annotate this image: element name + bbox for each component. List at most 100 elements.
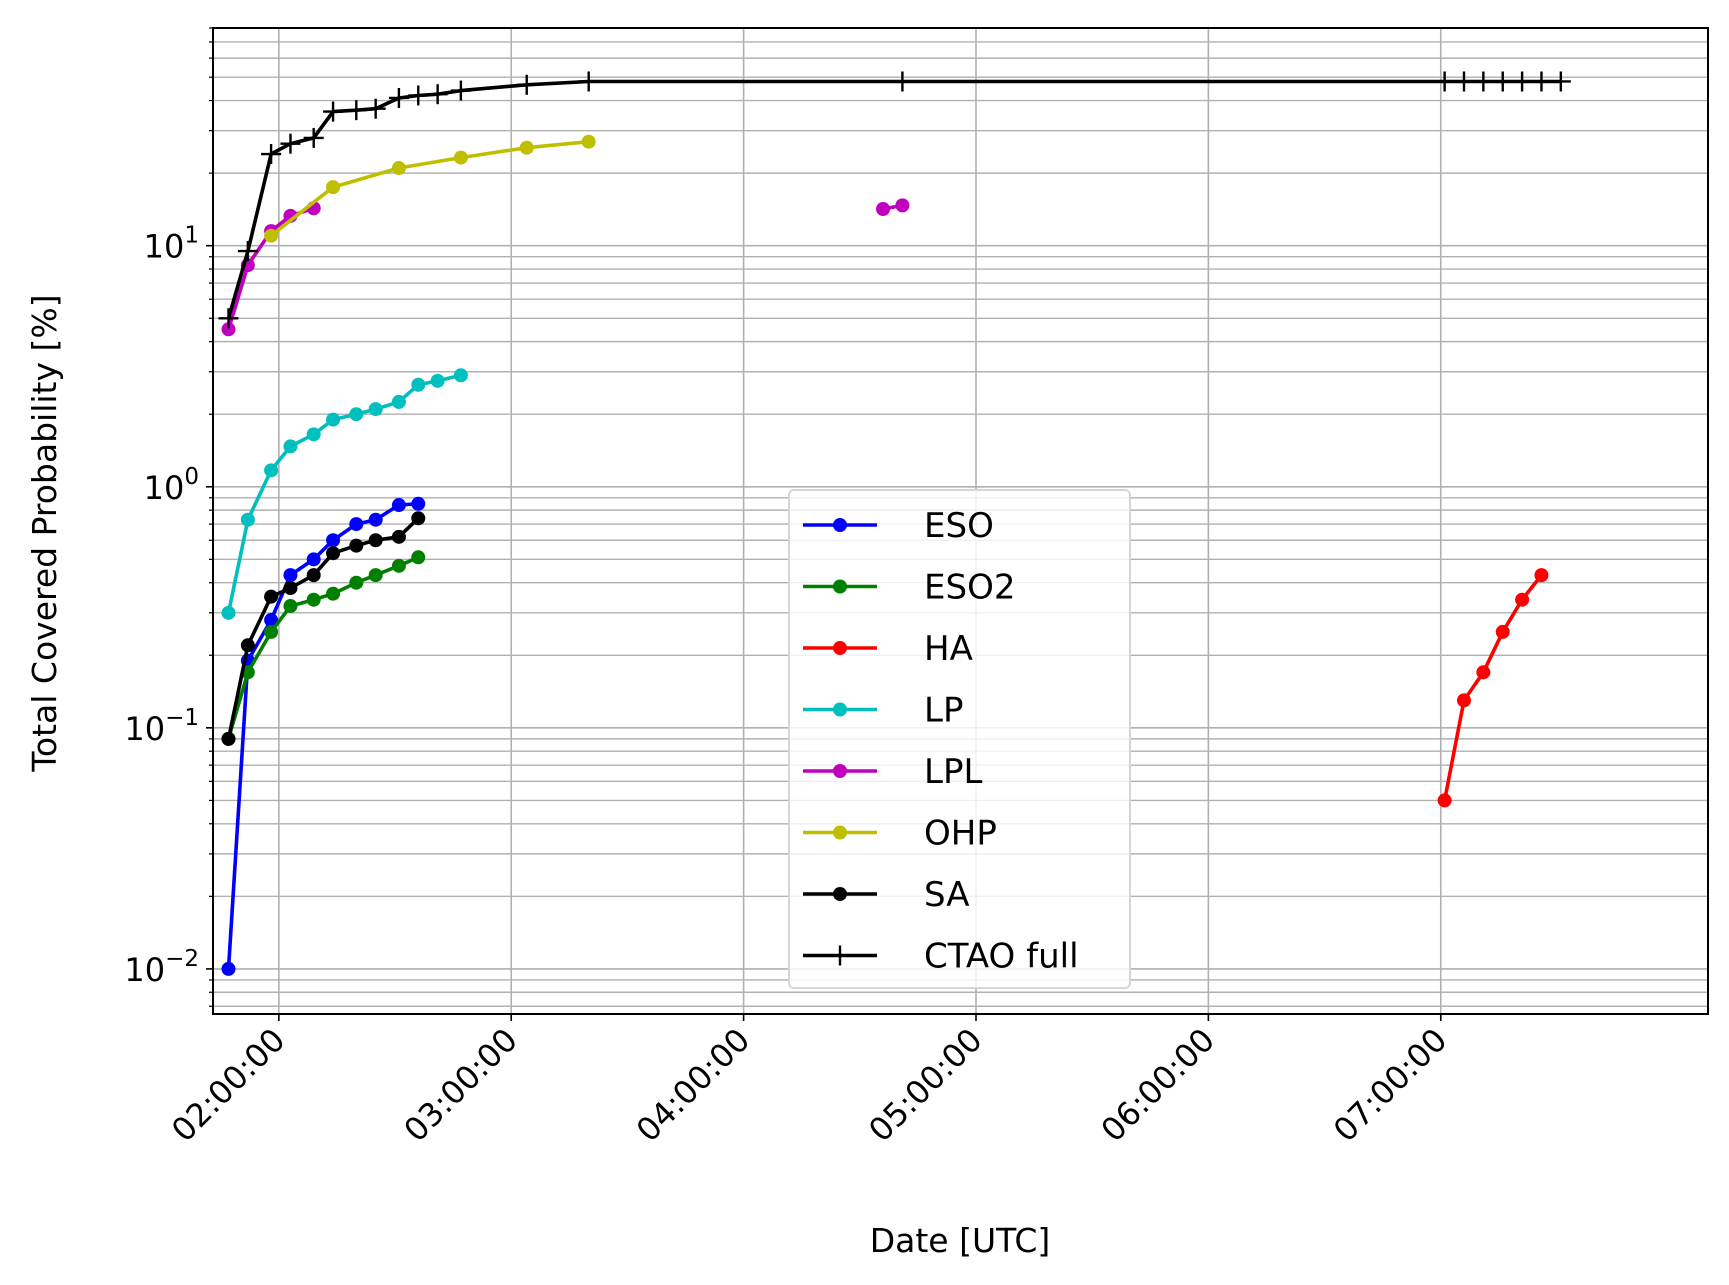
legend-label: ESO2 <box>924 568 1015 608</box>
data-point <box>221 961 236 976</box>
data-point <box>326 180 341 195</box>
series-lpl <box>221 198 910 337</box>
y-tick-label: 100 <box>144 464 199 507</box>
data-point <box>833 702 847 717</box>
data-point <box>326 412 341 427</box>
data-point <box>391 529 406 544</box>
data-point <box>306 552 321 567</box>
plus-marker <box>408 85 429 106</box>
data-point <box>240 638 255 653</box>
data-point <box>1495 624 1510 639</box>
series-line-lp <box>226 373 462 614</box>
data-point <box>264 624 279 639</box>
x-tick-label: 04:00:00 <box>629 1021 757 1149</box>
data-point <box>283 568 298 583</box>
x-tick-label: 06:00:00 <box>1094 1021 1222 1149</box>
data-point <box>264 613 279 628</box>
plus-marker <box>1492 71 1513 92</box>
data-point <box>411 377 426 392</box>
plus-marker <box>365 98 386 119</box>
data-point <box>833 641 847 655</box>
x-tick-label: 03:00:00 <box>396 1021 524 1149</box>
data-point <box>581 134 596 149</box>
series-ha <box>1437 568 1549 808</box>
plus-marker <box>237 241 258 262</box>
series-sa <box>221 511 426 746</box>
legend-item-ohp: OHP <box>803 814 997 854</box>
plus-marker <box>427 84 448 105</box>
data-point <box>833 518 847 532</box>
data-point <box>1456 693 1471 708</box>
data-point <box>833 579 847 594</box>
x-tick-label: 02:00:00 <box>164 1021 292 1149</box>
data-point <box>368 512 383 527</box>
data-point <box>240 512 255 527</box>
series-ohp <box>264 134 596 243</box>
data-point <box>264 589 279 604</box>
plus-marker <box>830 945 850 966</box>
data-point <box>306 592 321 607</box>
data-point <box>833 825 847 840</box>
x-tick-label: 05:00:00 <box>861 1021 989 1149</box>
y-axis-label: Total Covered Probability [%] <box>25 294 64 772</box>
legend-item-lpl: LPL <box>803 752 982 792</box>
data-point <box>391 161 406 176</box>
series-line-sa <box>226 516 420 740</box>
y-tick-label: 10−2 <box>124 946 199 989</box>
data-point <box>833 764 847 778</box>
plus-marker <box>1531 71 1552 92</box>
data-point <box>326 533 341 548</box>
data-point <box>368 568 383 583</box>
series-line-eso <box>226 502 419 970</box>
legend-label: ESO <box>924 506 994 546</box>
series-lp <box>221 368 468 620</box>
y-tick-base: 10 <box>144 469 185 507</box>
plus-marker <box>280 133 301 154</box>
data-point <box>221 605 236 620</box>
legend-item-eso: ESO <box>803 506 994 546</box>
data-point <box>453 368 468 383</box>
series-layer <box>218 71 1571 976</box>
data-point <box>519 140 534 155</box>
data-point <box>1476 665 1491 680</box>
plus-marker <box>261 144 282 165</box>
series-ctao-full <box>218 71 1571 329</box>
data-point <box>1534 568 1549 583</box>
series-line-eso2 <box>226 555 420 740</box>
plus-marker <box>303 127 324 148</box>
data-point <box>221 731 236 746</box>
y-tick-exponent: 0 <box>184 464 199 490</box>
data-point <box>306 427 321 442</box>
data-point <box>895 198 910 213</box>
legend-label: LP <box>924 691 963 731</box>
data-point <box>391 558 406 573</box>
data-point <box>876 201 891 216</box>
data-point <box>349 538 364 553</box>
plus-marker <box>388 87 409 108</box>
y-tick-exponent: −2 <box>165 946 199 972</box>
x-tick-label: 07:00:00 <box>1326 1021 1454 1149</box>
legend-item-lp: LP <box>803 691 963 731</box>
data-point <box>283 581 298 596</box>
legend-item-eso2: ESO2 <box>803 568 1015 608</box>
y-tick-base: 10 <box>124 710 165 748</box>
data-point <box>411 511 426 526</box>
data-point <box>411 550 426 565</box>
data-point <box>264 228 279 243</box>
legend-item-sa: SA <box>803 875 969 915</box>
plus-marker <box>1512 71 1533 92</box>
legend-item-ha: HA <box>803 629 973 669</box>
legend-label: HA <box>924 629 973 669</box>
data-point <box>411 496 426 511</box>
data-point <box>1437 793 1452 808</box>
series-line-ohp <box>269 139 589 238</box>
legend-label: SA <box>924 875 969 915</box>
x-axis-label: Date [UTC] <box>870 1221 1051 1260</box>
data-point <box>283 439 298 454</box>
data-point <box>326 586 341 601</box>
plus-marker <box>1453 71 1474 92</box>
data-point <box>430 373 445 388</box>
data-point <box>349 517 364 532</box>
data-point <box>283 599 298 614</box>
y-tick-exponent: −1 <box>165 705 199 731</box>
